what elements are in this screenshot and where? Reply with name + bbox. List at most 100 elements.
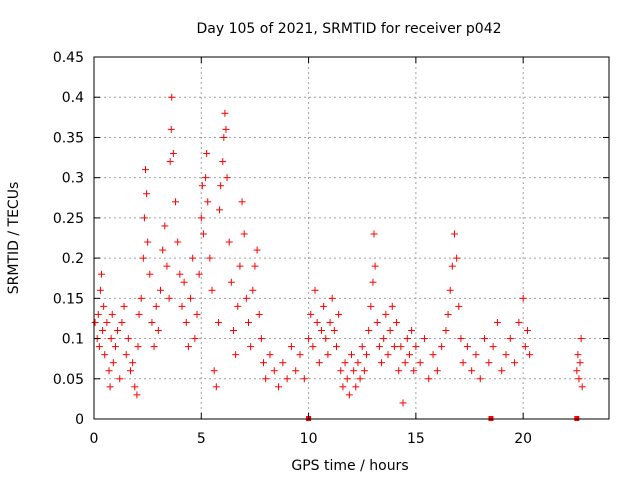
- data-point: [152, 302, 160, 310]
- data-point: [442, 327, 450, 335]
- data-point: [420, 335, 428, 343]
- data-point: [317, 327, 325, 335]
- data-point: [453, 254, 461, 262]
- data-point: [198, 182, 206, 190]
- data-point: [142, 166, 149, 174]
- data-point: [472, 351, 480, 359]
- plot-frame: [93, 56, 610, 420]
- data-point: [356, 375, 364, 383]
- data-point: [103, 318, 111, 326]
- x-axis-title: GPS time / hours: [291, 458, 408, 474]
- data-point: [386, 327, 394, 335]
- chart-title: Day 105 of 2021, SRMTID for receiver p04…: [196, 21, 501, 37]
- data-point: [189, 254, 197, 262]
- y-tick-label: 0.4: [62, 90, 84, 106]
- data-point: [408, 327, 416, 335]
- y-axis-title: SRMTID / TECUs: [6, 182, 22, 295]
- data-point: [172, 198, 180, 206]
- data-point: [476, 375, 484, 383]
- data-point: [174, 238, 182, 246]
- data-point: [108, 310, 116, 318]
- data-point: [326, 318, 334, 326]
- data-point: [109, 359, 117, 367]
- data-point: [111, 343, 119, 351]
- data-point: [322, 335, 330, 343]
- data-point: [120, 302, 128, 310]
- data-point: [463, 343, 471, 351]
- tick-labels: 0 0.05 0.1 0.15 0.2 0.25 0.3 0.35 0.4 0.45 0 5 10 15 2…: [53, 50, 532, 447]
- data-point: [206, 254, 214, 262]
- data-point: [146, 270, 154, 278]
- y-tick-label: 0.3: [62, 171, 84, 187]
- data-point: [521, 343, 529, 351]
- data-point: [118, 318, 126, 326]
- data-point: [106, 383, 114, 391]
- data-point: [448, 262, 456, 270]
- data-point: [425, 375, 433, 383]
- data-point: [238, 198, 246, 206]
- data-point: [154, 327, 162, 335]
- data-point: [135, 310, 143, 318]
- data-point: [330, 327, 338, 335]
- data-point: [446, 286, 454, 294]
- data-point: [369, 278, 377, 286]
- data-point: [468, 367, 476, 375]
- data-point: [578, 383, 586, 391]
- data-point: [367, 302, 375, 310]
- data-point: [502, 351, 510, 359]
- data-point: [191, 335, 199, 343]
- data-point: [139, 254, 147, 262]
- data-point: [236, 262, 244, 270]
- data-point: [216, 206, 224, 214]
- data-point: [126, 367, 134, 375]
- data-point: [393, 318, 401, 326]
- data-point: [341, 359, 349, 367]
- data-point: [577, 335, 585, 343]
- data-point: [328, 294, 336, 302]
- data-point: [150, 343, 158, 351]
- data-point: [410, 367, 418, 375]
- data-point: [176, 270, 184, 278]
- data-point: [187, 294, 195, 302]
- data-point: [131, 383, 139, 391]
- data-point: [358, 343, 366, 351]
- data-point: [375, 343, 383, 351]
- data-point: [378, 359, 386, 367]
- data-point: [223, 174, 231, 182]
- data-point: [444, 310, 452, 318]
- data-point: [506, 335, 514, 343]
- x-tick-label: 0: [90, 431, 99, 447]
- data-point: [270, 367, 278, 375]
- data-point: [354, 359, 362, 367]
- data-point: [182, 318, 190, 326]
- data-point: [300, 375, 308, 383]
- data-point: [395, 367, 403, 375]
- data-point: [576, 359, 584, 367]
- data-point: [169, 150, 177, 158]
- data-point: [232, 351, 240, 359]
- data-point: [485, 359, 493, 367]
- data-point: [365, 327, 373, 335]
- data-point: [157, 286, 165, 294]
- data-point: [332, 343, 340, 351]
- data-point: [242, 294, 250, 302]
- data-point: [459, 359, 467, 367]
- data-point: [222, 125, 230, 133]
- data-point: [168, 93, 176, 101]
- data-point: [257, 335, 265, 343]
- data-point: [137, 294, 145, 302]
- data-point: [403, 335, 411, 343]
- data-point: [388, 302, 396, 310]
- data-point: [574, 351, 582, 359]
- data-point: [348, 351, 355, 359]
- y-tick-label: 0: [75, 412, 84, 428]
- data-point: [335, 310, 343, 318]
- y-tick-label: 0.1: [62, 332, 84, 348]
- y-tick-label: 0.2: [62, 251, 84, 267]
- data-point: [199, 230, 207, 238]
- data-point: [313, 318, 321, 326]
- data-point: [296, 351, 304, 359]
- data-point: [101, 351, 109, 359]
- data-point: [370, 230, 378, 238]
